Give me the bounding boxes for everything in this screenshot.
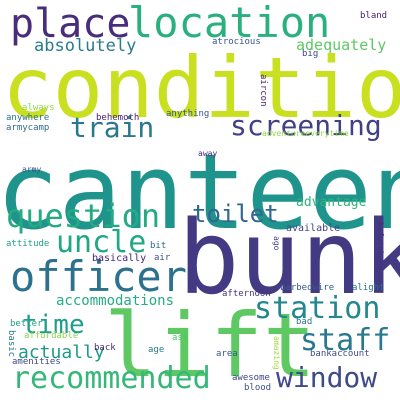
word-alight: alight	[352, 283, 385, 293]
word-question: question	[6, 197, 161, 235]
word-toilet: toilet	[192, 200, 279, 228]
word-anywhere: anywhere	[6, 113, 50, 123]
word-armycamp: armycamp	[6, 123, 50, 133]
word-location: location	[128, 0, 331, 47]
word-train: train	[70, 111, 155, 144]
word-afternoon: afternoon	[222, 289, 271, 299]
word-bunk: bunk	[178, 199, 400, 318]
word-canteen: canteen	[0, 131, 400, 253]
word-lift: lift	[104, 294, 316, 397]
word-place: place	[10, 1, 131, 47]
word-blood: blood	[244, 383, 272, 393]
word-ask: ask	[172, 333, 189, 343]
word-bankaccount: bankaccount	[310, 349, 370, 359]
word-awesome: awesome	[232, 373, 270, 383]
word-time: time	[22, 310, 85, 340]
word-affordable: affordable	[24, 331, 79, 341]
word-station: station	[254, 291, 381, 326]
word-screening: screening	[230, 109, 382, 142]
word-ago: ago	[272, 236, 281, 251]
word-air: air	[154, 253, 171, 263]
word-uncle: uncle	[56, 225, 147, 260]
word-accommodations: accommodations	[56, 293, 175, 309]
word-bad: bad	[296, 317, 313, 327]
word-recommended: recommended	[12, 361, 211, 396]
word-away: away	[198, 149, 218, 158]
word-basically: basically	[92, 253, 147, 264]
word-army: army	[22, 165, 42, 174]
word-always: always	[22, 103, 55, 113]
word-actually: actually	[18, 342, 105, 363]
word-bit: bit	[150, 241, 167, 251]
word-better: better	[10, 319, 43, 329]
word-area: area	[216, 349, 238, 359]
word-back: back	[94, 343, 116, 353]
word-window: window	[276, 361, 378, 394]
word-staff: staff	[300, 323, 391, 358]
word-adventureeverytime: adventureeverytime	[262, 129, 349, 138]
word-beforehand: beforehand	[376, 222, 385, 271]
word-bland: bland	[360, 11, 388, 21]
word-attitude: attitude	[6, 239, 50, 249]
word-anything: anything	[166, 109, 210, 119]
word-amazing: amazing	[272, 336, 281, 370]
word-atrocious: atrocious	[212, 37, 261, 47]
word-behemoth: behemoth	[96, 113, 140, 123]
word-barbedwire: barbedwire	[280, 283, 335, 293]
word-aircon: aircon	[258, 74, 268, 107]
word-amenities: amenities	[12, 357, 61, 367]
word-adequately: adequately	[296, 36, 387, 54]
word-condition: condition	[2, 39, 400, 137]
word-basic: basic	[6, 330, 16, 358]
word-officer: officer	[10, 252, 188, 301]
word-absolutely: absolutely	[34, 36, 137, 56]
word-available: available	[286, 223, 341, 234]
word-big: big	[302, 49, 319, 59]
word-age: age	[148, 345, 165, 355]
word-advantage: advantage	[296, 195, 367, 210]
